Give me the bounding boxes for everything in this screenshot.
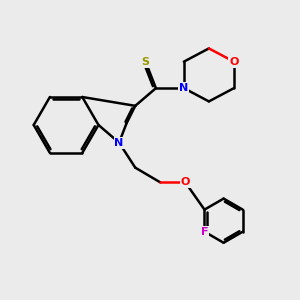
Text: O: O — [181, 177, 190, 188]
Text: N: N — [179, 83, 188, 93]
Text: O: O — [229, 57, 239, 67]
Text: F: F — [201, 227, 208, 237]
Text: S: S — [142, 57, 150, 67]
Text: N: N — [115, 138, 124, 148]
